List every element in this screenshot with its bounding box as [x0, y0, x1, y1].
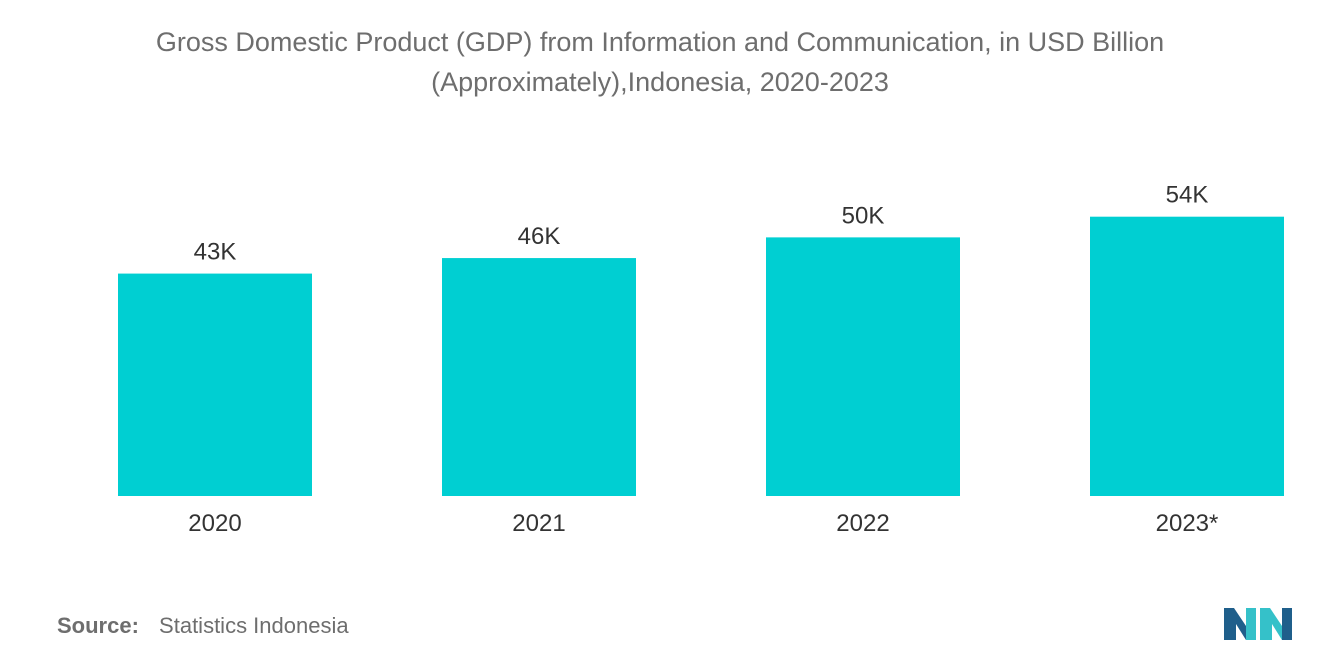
source-value: Statistics Indonesia — [159, 613, 349, 638]
logo-shape-1 — [1224, 608, 1246, 640]
value-label-2022: 50K — [842, 202, 885, 229]
bar-2020 — [118, 273, 312, 496]
logo-shape-3 — [1260, 608, 1282, 640]
source-label: Source: — [57, 613, 139, 638]
x-tick-label-2023: 2023* — [1156, 510, 1219, 537]
chart-title-line-2: (Approximately),Indonesia, 2020-2023 — [431, 67, 889, 97]
bar-2022 — [766, 237, 960, 496]
mordor-logo-icon — [1224, 608, 1292, 640]
chart-title-line-1: Gross Domestic Product (GDP) from Inform… — [155, 27, 1165, 57]
value-label-2021: 46K — [518, 223, 561, 250]
value-label-2020: 43K — [194, 239, 237, 266]
x-tick-label-2022: 2022 — [836, 510, 889, 537]
source-note: Source: Statistics Indonesia — [57, 613, 349, 639]
bar-2023 — [1090, 216, 1284, 497]
bar-2021 — [442, 258, 636, 496]
logo-shape-2 — [1246, 608, 1256, 640]
x-tick-label-2021: 2021 — [512, 510, 565, 537]
chart-title: Gross Domestic Product (GDP) from Inform… — [0, 22, 1320, 102]
bar-chart: 43K 2020 46K 2021 50K 2022 54K 2023* — [118, 182, 1284, 537]
value-label-2023: 54K — [1166, 182, 1209, 209]
logo-shape-4 — [1282, 608, 1292, 640]
x-tick-label-2020: 2020 — [188, 510, 241, 537]
